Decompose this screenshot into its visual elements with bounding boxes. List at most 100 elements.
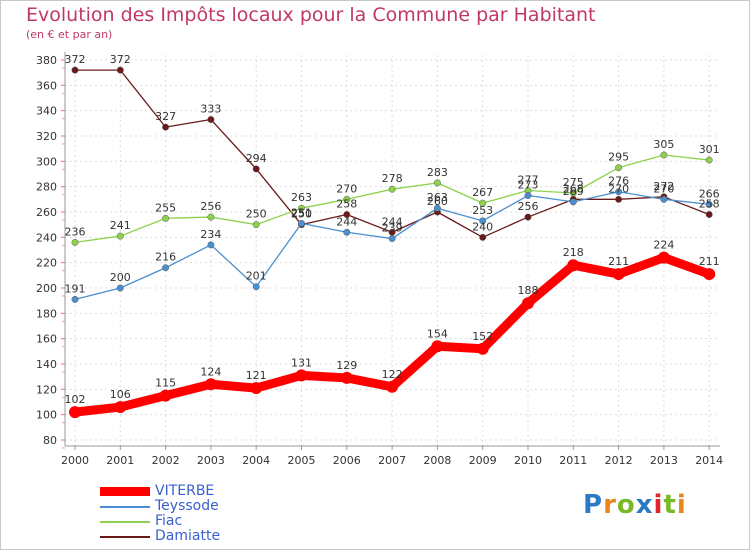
data-label-damiatte: 372 xyxy=(110,53,131,66)
data-label-viterbe: 124 xyxy=(200,365,221,378)
data-point-viterbe xyxy=(250,382,263,395)
data-point-viterbe xyxy=(612,268,625,281)
y-tick-label: 300 xyxy=(36,155,57,168)
data-label-teyssode: 191 xyxy=(65,282,86,295)
data-label-damiatte: 260 xyxy=(427,195,448,208)
legend-item-teyssode: Teyssode xyxy=(100,499,300,514)
data-label-viterbe: 115 xyxy=(155,377,176,390)
y-tick-label: 140 xyxy=(36,358,57,371)
data-point-fiac xyxy=(569,189,577,197)
data-label-teyssode: 269 xyxy=(563,185,584,198)
data-point-teyssode xyxy=(162,264,170,272)
data-point-teyssode xyxy=(705,200,713,208)
data-point-viterbe xyxy=(204,378,217,391)
data-label-viterbe: 211 xyxy=(699,255,720,268)
data-label-damiatte: 270 xyxy=(608,182,629,195)
data-point-viterbe xyxy=(657,251,670,264)
data-point-fiac xyxy=(71,238,79,246)
data-point-viterbe xyxy=(476,342,489,355)
x-tick-label: 2012 xyxy=(605,454,633,467)
data-label-viterbe: 122 xyxy=(382,368,403,381)
data-label-viterbe: 129 xyxy=(336,359,357,372)
data-label-damiatte: 250 xyxy=(291,208,312,221)
data-point-viterbe xyxy=(114,401,127,414)
data-label-viterbe: 211 xyxy=(608,255,629,268)
x-tick-label: 2000 xyxy=(61,454,89,467)
data-point-damiatte xyxy=(162,123,170,131)
data-label-teyssode: 216 xyxy=(155,251,176,264)
y-tick-label: 180 xyxy=(36,307,57,320)
data-label-fiac: 255 xyxy=(155,201,176,214)
legend-swatch-fiac xyxy=(100,521,150,523)
data-label-teyssode: 234 xyxy=(200,228,221,241)
data-label-fiac: 263 xyxy=(291,191,312,204)
data-point-teyssode xyxy=(479,217,487,225)
x-tick-label: 2006 xyxy=(333,454,361,467)
data-label-teyssode: 266 xyxy=(699,187,720,200)
y-tick-label: 80 xyxy=(43,434,57,447)
data-point-viterbe xyxy=(522,297,534,310)
data-label-teyssode: 244 xyxy=(336,215,357,228)
data-label-damiatte: 244 xyxy=(382,215,403,228)
y-tick-label: 320 xyxy=(36,130,57,143)
legend-item-fiac: Fiac xyxy=(100,514,300,529)
data-label-viterbe: 218 xyxy=(563,246,584,259)
data-label-teyssode: 273 xyxy=(518,179,539,192)
data-point-teyssode xyxy=(116,284,124,292)
data-point-teyssode xyxy=(660,195,668,203)
data-label-fiac: 236 xyxy=(65,225,86,238)
legend-label-fiac: Fiac xyxy=(155,513,183,529)
data-label-teyssode: 276 xyxy=(608,175,629,188)
y-tick-label: 200 xyxy=(36,282,57,295)
legend: VITERBE Teyssode Fiac Damiatte xyxy=(100,484,300,544)
data-point-fiac xyxy=(207,213,215,221)
data-label-fiac: 283 xyxy=(427,166,448,179)
data-point-viterbe xyxy=(703,268,716,281)
data-label-damiatte: 256 xyxy=(518,200,539,213)
data-point-teyssode xyxy=(524,192,532,199)
data-label-fiac: 270 xyxy=(336,182,357,195)
data-point-teyssode xyxy=(298,219,305,227)
data-point-damiatte xyxy=(479,233,487,241)
data-label-teyssode: 201 xyxy=(246,270,267,283)
data-label-damiatte: 258 xyxy=(336,198,357,211)
data-point-teyssode xyxy=(569,198,577,206)
data-label-viterbe: 152 xyxy=(472,330,493,343)
data-point-teyssode xyxy=(207,241,215,249)
data-point-damiatte xyxy=(615,195,623,203)
data-label-damiatte: 294 xyxy=(246,152,267,165)
x-tick-label: 2003 xyxy=(197,454,225,467)
data-label-fiac: 250 xyxy=(246,208,267,221)
data-point-teyssode xyxy=(433,204,441,212)
data-label-fiac: 295 xyxy=(608,151,629,164)
data-point-fiac xyxy=(252,221,260,229)
data-point-fiac xyxy=(298,204,305,212)
data-point-viterbe xyxy=(295,369,308,382)
data-point-fiac xyxy=(479,199,487,207)
data-point-fiac xyxy=(433,179,441,187)
data-label-viterbe: 121 xyxy=(246,369,267,382)
y-tick-label: 100 xyxy=(36,409,57,422)
data-point-teyssode xyxy=(388,235,396,243)
legend-swatch-damiatte xyxy=(100,536,150,538)
data-label-teyssode: 253 xyxy=(472,204,493,217)
data-label-viterbe: 131 xyxy=(291,356,312,369)
data-label-viterbe: 102 xyxy=(65,393,86,406)
data-label-fiac: 301 xyxy=(699,143,720,156)
data-label-fiac: 277 xyxy=(518,173,539,186)
data-label-fiac: 278 xyxy=(382,172,403,185)
data-label-fiac: 305 xyxy=(653,138,674,151)
legend-label-damiatte: Damiatte xyxy=(155,528,221,544)
x-tick-label: 2009 xyxy=(469,454,497,467)
data-label-fiac: 267 xyxy=(472,186,493,199)
data-label-damiatte: 272 xyxy=(653,180,674,193)
data-point-damiatte xyxy=(524,213,532,221)
y-tick-label: 340 xyxy=(36,105,57,118)
legend-swatch-teyssode xyxy=(100,506,150,508)
data-point-damiatte xyxy=(252,165,260,173)
data-point-teyssode xyxy=(615,188,623,196)
data-label-damiatte: 268 xyxy=(563,182,584,195)
data-label-viterbe: 154 xyxy=(427,327,448,340)
x-tick-label: 2013 xyxy=(650,454,678,467)
